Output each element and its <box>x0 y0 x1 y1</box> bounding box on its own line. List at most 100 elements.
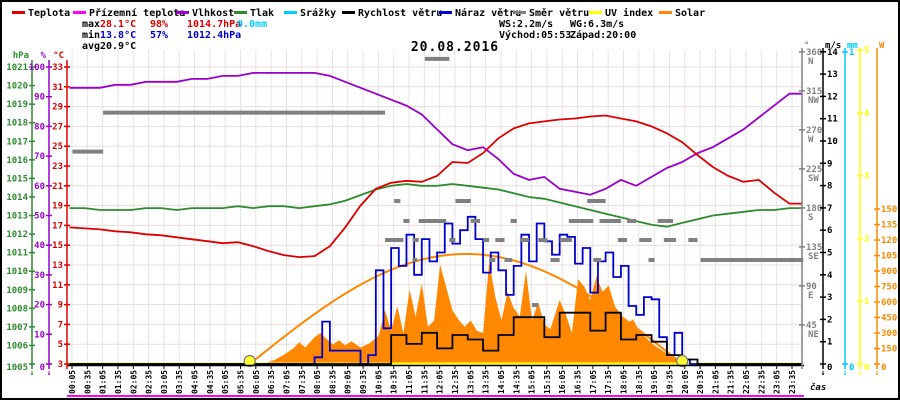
solar-axis: W 0 150 300 450 600 750 900 1050 1200 1350 1500 ↓ <box>874 41 898 377</box>
legend-item-2: Přízemní teplota <box>73 8 185 22</box>
legend-swatch <box>342 10 355 14</box>
temp-tick-label: 9 <box>58 301 63 311</box>
wind-tick-label: 14 <box>827 48 838 58</box>
dir-tick-label: 90 <box>806 282 817 292</box>
solar-tick-label: 750 <box>881 283 897 293</box>
temp-tick-label: 17 <box>52 221 63 231</box>
hum-tick-label: 90 <box>34 93 45 103</box>
legend-label: Srážky <box>300 8 337 19</box>
temp-tick-label: 3 <box>58 360 63 370</box>
uv-axis-arrow-icon: ↓ <box>858 368 863 377</box>
time-tick-label: 10:35 <box>390 370 399 394</box>
hum-tick-label: 50 <box>34 212 45 222</box>
time-tick-label: 03:05 <box>160 370 169 394</box>
solar-radiation-area <box>265 261 683 364</box>
hum-tick-label: 60 <box>34 182 45 192</box>
legend-swatch <box>176 10 189 14</box>
time-tick-label: 07:05 <box>282 370 291 394</box>
legend-swatch <box>659 10 672 14</box>
solar-tick-label: 900 <box>881 267 897 277</box>
stat-wind-speed: WS:2.2m/s <box>499 19 554 30</box>
dir-tick-compass: SE <box>808 252 819 262</box>
legend-label: Teplota <box>28 8 71 19</box>
time-tick-label: 10:05 <box>374 370 383 394</box>
time-tick-label: 04:05 <box>191 370 200 394</box>
time-tick-label: 07:35 <box>298 370 307 394</box>
pres-axis-header: hPa <box>13 51 29 61</box>
legend-item-9: UV index <box>589 8 653 22</box>
wind-tick-label: 13 <box>827 70 838 80</box>
time-tick-label: 16:05 <box>558 370 567 394</box>
pres-axis-arrow-icon: ↓ <box>30 368 35 377</box>
hum-tick-label: 0 <box>40 363 45 373</box>
temp-tick-label: 27 <box>52 122 63 132</box>
time-tick-label: 11:05 <box>405 370 414 394</box>
time-tick-label: 18:05 <box>619 370 628 394</box>
temp-tick-label: 7 <box>58 320 63 330</box>
time-tick-label: 22:05 <box>742 370 751 394</box>
solar-tick-label: 600 <box>881 298 897 308</box>
pres-tick-label: 1015 <box>6 174 28 184</box>
uv-axis: 0 1 2 3 4 5 ↓ <box>857 46 870 377</box>
stat-max-pressure: 1014.7hPa <box>187 19 242 30</box>
dir-tick-label: 225 <box>806 165 822 175</box>
pres-tick-label: 1019 <box>6 100 28 110</box>
dir-tick-compass: NW <box>808 96 819 106</box>
stat-avg-label: avg <box>82 41 101 52</box>
humidity-line <box>69 72 802 196</box>
pres-tick-label: 1017 <box>6 137 28 147</box>
temp-tick-label: 29 <box>52 103 63 113</box>
wind-tick-label: 4 <box>827 271 833 281</box>
stat-avg-temp: 20.9°C <box>100 41 137 52</box>
pres-tick-label: 1007 <box>6 323 28 333</box>
time-tick-label: 02:05 <box>129 370 138 394</box>
uv-tick-label: 2 <box>864 234 869 244</box>
temp-axis-header: °C <box>53 51 64 61</box>
wind-tick-label: 8 <box>827 182 832 192</box>
time-tick-label: 19:05 <box>650 370 659 394</box>
mm-axis-header: mm <box>847 41 858 51</box>
time-tick-label: 13:05 <box>466 370 475 394</box>
dir-tick-label: 360 <box>806 48 822 58</box>
time-tick-label: 09:35 <box>359 370 368 394</box>
hum-axis-arrow-icon: ↓ <box>47 368 52 377</box>
time-tick-label: 00:05 <box>68 370 77 394</box>
legend-item-8: Směr větru <box>513 8 589 22</box>
dir-tick-label: 270 <box>806 126 822 136</box>
temp-tick-label: 11 <box>52 281 63 291</box>
temp-axis: °C 3 5 7 9 11 13 15 17 19 21 23 25 27 29 31 33 <box>52 51 70 370</box>
time-tick-label: 12:35 <box>451 370 460 394</box>
legend-item-1: Teplota <box>12 8 70 22</box>
stat-min-label: min <box>82 30 101 41</box>
dir-tick-label: 180 <box>806 204 822 214</box>
wind-tick-label: 1 <box>827 338 832 348</box>
time-tick-label: 06:05 <box>252 370 261 394</box>
legend-item-6: Rychlost větru <box>342 8 442 22</box>
pres-tick-label: 1021 <box>6 63 28 73</box>
pres-tick-label: 1014 <box>6 193 28 203</box>
legend-label: UV index <box>605 8 654 19</box>
temp-tick-label: 23 <box>52 162 63 172</box>
temp-tick-label: 33 <box>52 63 63 73</box>
legend-swatch <box>73 10 86 14</box>
temp-tick-label: 31 <box>52 83 63 93</box>
wind-tick-label: 6 <box>827 226 832 236</box>
time-tick-label: 05:05 <box>221 370 230 394</box>
solar-axis-arrow-icon: ↓ <box>875 368 880 377</box>
legend-item-4: Tlak <box>234 8 274 22</box>
time-tick-label: 14:05 <box>497 370 506 394</box>
pres-tick-label: 1005 <box>6 363 28 373</box>
wind-speed-line <box>69 311 802 365</box>
dir-tick-label: 45 <box>806 321 817 331</box>
temp-tick-label: 5 <box>58 340 63 350</box>
time-tick-label: 17:05 <box>589 370 598 394</box>
pres-tick-label: 1008 <box>6 304 28 314</box>
time-tick-label: 12:05 <box>436 370 445 394</box>
time-tick-label: 00:35 <box>83 370 92 394</box>
time-axis: 00:05 00:35 01:05 01:35 02:05 02:35 03:05 03:35… <box>67 364 826 394</box>
wind-axis-header: m/s <box>825 41 841 51</box>
solar-axis-header: W <box>879 41 885 51</box>
wind-tick-label: 7 <box>827 204 832 214</box>
uv-tick-label: 0 <box>864 363 869 373</box>
